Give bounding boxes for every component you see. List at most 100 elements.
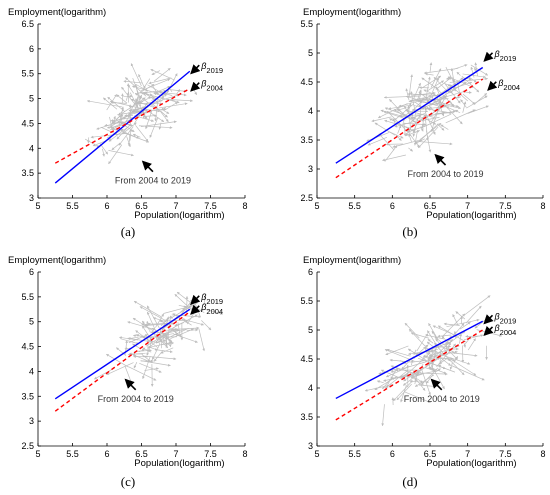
movement-arrow (430, 119, 435, 133)
movement-arrow (178, 317, 205, 326)
movement-arrow (135, 125, 149, 142)
movement-arrow (444, 341, 448, 350)
movement-arrow (444, 83, 461, 104)
movement-arrow (462, 73, 486, 79)
movement-arrow (135, 330, 159, 348)
movement-arrow (378, 133, 395, 151)
movement-arrow (167, 85, 173, 93)
movement-arrow (410, 113, 423, 117)
movement-arrow (467, 338, 476, 351)
panel-label: (d) (402, 474, 417, 489)
movement-arrow (103, 97, 118, 110)
movement-arrow (140, 360, 171, 367)
movement-arrow (141, 325, 153, 342)
movement-arrow (385, 345, 409, 356)
movement-arrow (389, 358, 414, 363)
movement-arrow (393, 103, 414, 121)
movement-arrow (437, 77, 464, 96)
movement-arrow (444, 90, 467, 98)
movement-arrow (132, 317, 157, 333)
x-tick-label: 5 (314, 449, 319, 459)
x-tick-label: 7 (465, 201, 470, 211)
beta-arrow (487, 80, 498, 91)
y-tick-label: 3 (308, 164, 313, 174)
trend-arrow (434, 153, 447, 166)
y-tick-label: 3 (29, 416, 34, 426)
y-tick-label: 5.5 (300, 19, 313, 29)
movement-arrow (142, 347, 152, 353)
movement-arrow (419, 123, 439, 142)
movement-arrow (427, 339, 434, 344)
movement-arrow (408, 328, 428, 349)
movement-arrow (451, 359, 477, 376)
movement-arrow (143, 78, 151, 89)
movement-arrow (121, 86, 136, 105)
movement-arrow (134, 92, 159, 111)
movement-arrow (123, 80, 143, 84)
beta-arrow (483, 314, 494, 325)
movement-arrow (428, 345, 460, 357)
movement-arrow (160, 318, 169, 327)
beta-arrow (190, 64, 201, 75)
movement-arrow (446, 318, 480, 328)
x-tick-label: 5 (35, 449, 40, 459)
movement-arrow (412, 116, 419, 133)
y-tick-label: 3.5 (21, 168, 34, 178)
y-tick-label: 4.5 (300, 354, 313, 364)
y-axis-title: Employment(logarithm) (303, 7, 401, 18)
y-axis-title: Employment(logarithm) (8, 7, 106, 18)
beta-label: β2019 (494, 311, 517, 325)
movement-arrow (456, 71, 461, 76)
movement-arrow (146, 305, 160, 328)
movement-arrow (107, 96, 126, 112)
movement-arrow (403, 367, 425, 382)
beta-label: β2019 (200, 292, 223, 306)
panel-label: (a) (121, 224, 135, 239)
movement-arrow (158, 122, 162, 130)
x-tick-label: 6.5 (135, 449, 148, 459)
movement-arrow (441, 335, 448, 343)
series-line-2019 (335, 320, 484, 400)
movement-arrow (413, 349, 417, 356)
movement-arrow (156, 349, 173, 354)
movement-arrow (426, 110, 456, 117)
y-tick-label: 3.5 (300, 412, 313, 422)
trend-annotation: From 2004 to 2019 (115, 176, 191, 186)
y-tick-label: 4 (308, 383, 313, 393)
movement-arrow (410, 375, 418, 382)
movement-arrow (423, 67, 459, 75)
y-tick-label: 5 (29, 94, 34, 104)
movement-arrow (427, 80, 445, 92)
x-axis-title: Population(logarithm) (134, 210, 224, 221)
movement-arrow (386, 348, 411, 357)
movement-arrow (402, 122, 427, 126)
series-line-2019 (54, 70, 191, 184)
movement-arrow (451, 365, 485, 381)
y-axis-title: Employment(logarithm) (303, 255, 401, 266)
movement-arrow (109, 109, 136, 128)
movement-arrow (116, 347, 127, 356)
movement-arrow (418, 109, 422, 119)
movement-arrow (432, 325, 454, 335)
movement-arrow (158, 324, 178, 343)
movement-arrow (384, 119, 411, 129)
movement-arrow (393, 109, 417, 123)
movement-arrow (452, 314, 459, 326)
trend-annotation: From 2004 to 2019 (404, 394, 480, 404)
movement-arrow (157, 336, 162, 342)
movement-arrows (366, 62, 489, 162)
movement-arrow (382, 154, 406, 162)
movement-arrow (423, 98, 460, 108)
x-tick-label: 6.5 (135, 201, 148, 211)
movement-arrow (110, 101, 127, 104)
movement-arrow (122, 122, 137, 134)
movement-arrow (427, 330, 440, 350)
movement-arrow (405, 88, 410, 101)
movement-arrow (127, 336, 139, 340)
movement-arrow (186, 328, 199, 332)
beta-arrow (190, 304, 201, 315)
movement-arrow (467, 76, 477, 83)
movement-arrow (165, 73, 178, 96)
movement-arrow (149, 93, 158, 104)
y-axis-title: Employment(logarithm) (8, 255, 106, 266)
